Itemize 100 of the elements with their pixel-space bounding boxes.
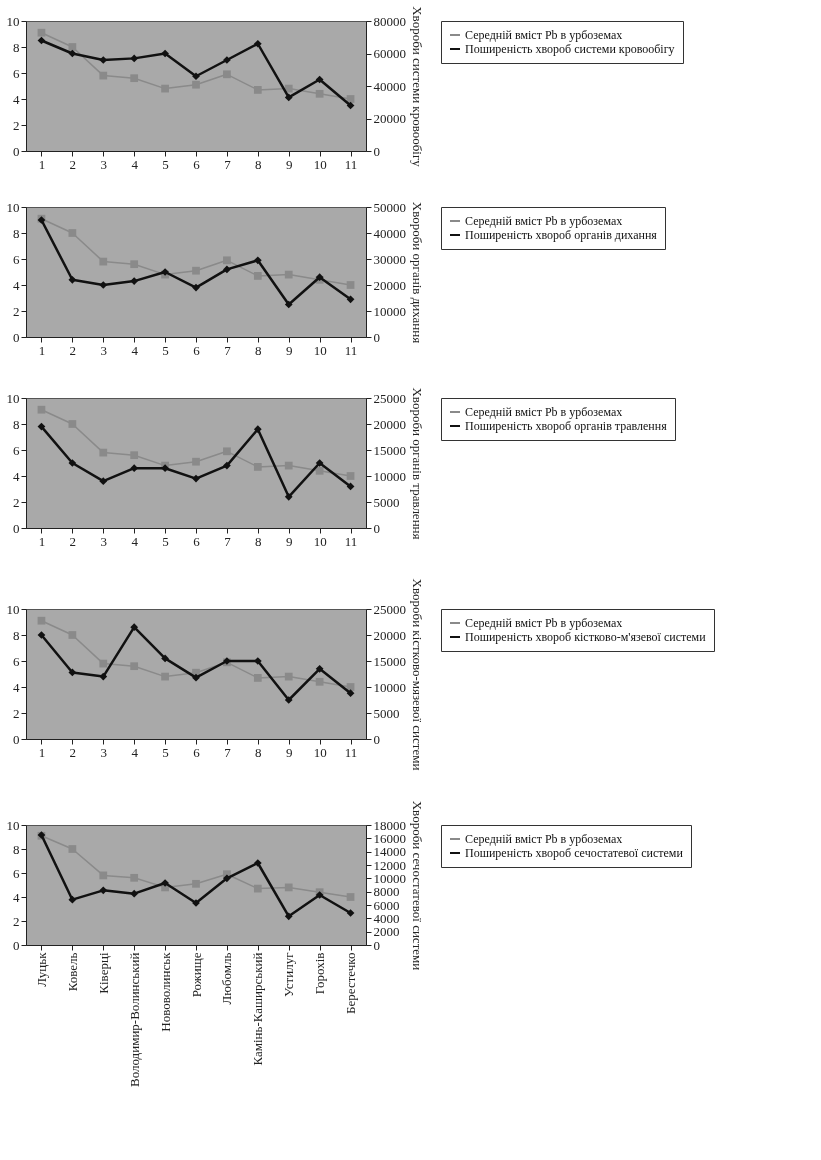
y2-tick-label: 20000 <box>373 111 406 126</box>
y-tick-label: 6 <box>13 65 20 81</box>
x-tick-label: 6 <box>193 156 201 172</box>
x-tick-label: Устилуг <box>281 952 297 997</box>
x-tick-label: 2 <box>69 744 77 760</box>
x-tick-label: 8 <box>255 533 262 549</box>
x-tick-label: Рожище <box>188 952 204 998</box>
y2-tick-label: 50000 <box>373 199 406 215</box>
y-tick-label: 0 <box>13 143 20 159</box>
x-tick-label: 8 <box>255 156 262 172</box>
x-tick-label: 10 <box>313 533 327 549</box>
x-tick-label: 11 <box>344 156 358 172</box>
y2-tick-label: 40000 <box>373 78 406 94</box>
x-tick-label: 5 <box>162 342 169 358</box>
x-tick-label: 8 <box>255 342 262 358</box>
y-tick-label: 2 <box>13 705 20 721</box>
y2-tick-label: 8000 <box>373 884 400 900</box>
y-tick-label: 4 <box>13 468 20 484</box>
y2-axis-title: Хвороби органів дихання <box>410 201 425 344</box>
y-tick-label: 4 <box>13 277 20 293</box>
y2-tick-label: 15000 <box>373 653 406 669</box>
y2-tick-label: 12000 <box>373 857 406 873</box>
x-tick-label: 3 <box>100 156 108 172</box>
x-tick-label: 4 <box>131 342 139 358</box>
x-tick-label: 7 <box>224 156 232 172</box>
x-tick-label: Ковель <box>64 952 80 992</box>
y2-tick-label: 25000 <box>373 390 406 406</box>
x-tick-label: 11 <box>344 342 358 358</box>
x-tick-label: 9 <box>285 342 293 358</box>
legend-label: Середній вміст Pb в урбоземах <box>465 616 623 630</box>
y-tick-label: 8 <box>13 225 20 241</box>
x-tick-label: 9 <box>285 533 293 549</box>
x-tick-label: Горохів <box>312 952 328 995</box>
legend-label: Середній вміст Pb в урбоземах <box>465 28 623 42</box>
y2-tick-label: 0 <box>373 329 380 345</box>
legend-label: Середній вміст Pb в урбоземах <box>465 214 623 228</box>
y-tick-label: 8 <box>13 627 20 643</box>
x-tick-label: Камінь-Каширський <box>250 952 266 1066</box>
x-tick-label: 1 <box>38 156 46 172</box>
y2-tick-label: 25000 <box>373 601 406 617</box>
y-tick-label: 10 <box>6 390 20 406</box>
y-tick-label: 4 <box>13 91 20 107</box>
y2-tick-label: 0 <box>373 937 380 953</box>
y-tick-label: 10 <box>6 817 20 833</box>
legend-label: Середній вміст Pb в урбоземах <box>465 832 623 846</box>
x-tick-label: 2 <box>69 342 77 358</box>
x-tick-label: 2 <box>69 156 77 172</box>
x-tick-label: Ківерці <box>95 952 111 994</box>
x-tick-label: 1 <box>38 744 46 760</box>
y2-tick-label: 0 <box>373 731 380 747</box>
y-tick-label: 4 <box>13 679 20 695</box>
y-tick-label: 2 <box>13 494 20 510</box>
x-tick-label: 6 <box>193 342 201 358</box>
y-tick-label: 6 <box>13 442 20 458</box>
x-tick-label: 11 <box>344 744 358 760</box>
x-tick-label: 9 <box>285 744 293 760</box>
x-tick-label: 10 <box>313 744 327 760</box>
y2-tick-label: 10000 <box>373 679 406 695</box>
y2-tick-label: 60000 <box>373 46 406 61</box>
x-tick-label: Любомль <box>219 952 235 1005</box>
x-tick-label: 4 <box>131 744 139 760</box>
x-tick-label: 4 <box>131 533 139 549</box>
y2-tick-label: 5000 <box>373 705 400 721</box>
y-tick-label: 10 <box>6 199 20 215</box>
y-tick-label: 10 <box>6 601 20 617</box>
legend-label: Середній вміст Pb в урбоземах <box>465 405 623 419</box>
x-tick-label: 6 <box>193 744 201 760</box>
y2-tick-label: 20000 <box>373 277 406 293</box>
legend-label: Поширеність хвороб кістково-м'язевої системи <box>465 630 707 644</box>
y-tick-label: 2 <box>13 303 20 319</box>
y2-tick-label: 10000 <box>373 303 406 319</box>
y2-axis-title: Хвороби кістково-мязевої системи <box>410 578 425 771</box>
legend-label: Поширеність хвороб органів дихання <box>465 228 658 242</box>
y-tick-label: 6 <box>13 653 20 669</box>
y-tick-label: 2 <box>13 117 20 133</box>
y2-tick-label: 16000 <box>373 830 406 846</box>
y2-tick-label: 20000 <box>373 416 406 432</box>
y2-tick-label: 15000 <box>373 442 406 458</box>
y2-tick-label: 20000 <box>373 627 406 643</box>
y2-axis-title: Хвороби сечостатевої системи <box>410 800 425 971</box>
y-tick-label: 0 <box>13 329 20 345</box>
y2-axis-title: Хвороби органів травлення <box>410 387 425 540</box>
y-tick-label: 0 <box>13 520 20 536</box>
y2-tick-label: 18000 <box>373 817 406 833</box>
y2-tick-label: 30000 <box>373 251 406 267</box>
y-tick-label: 8 <box>13 416 20 432</box>
y2-tick-label: 10000 <box>373 468 406 484</box>
x-tick-label: 2 <box>69 533 77 549</box>
x-tick-label: 9 <box>285 156 293 172</box>
y2-axis-title: Хвороби системи кровообігу <box>410 6 425 168</box>
y-tick-label: 2 <box>13 913 20 929</box>
y2-tick-label: 0 <box>373 520 380 536</box>
y2-tick-label: 80000 <box>373 13 406 29</box>
legend-label: Поширеність хвороб сечостатевої системи <box>465 846 684 860</box>
x-tick-label: 10 <box>313 342 327 358</box>
legend-label: Поширеність хвороб органів травлення <box>465 419 668 433</box>
x-tick-label: 7 <box>224 744 232 760</box>
y-tick-label: 10 <box>6 13 20 29</box>
y-tick-label: 8 <box>13 39 20 55</box>
x-tick-label: 6 <box>193 533 201 549</box>
